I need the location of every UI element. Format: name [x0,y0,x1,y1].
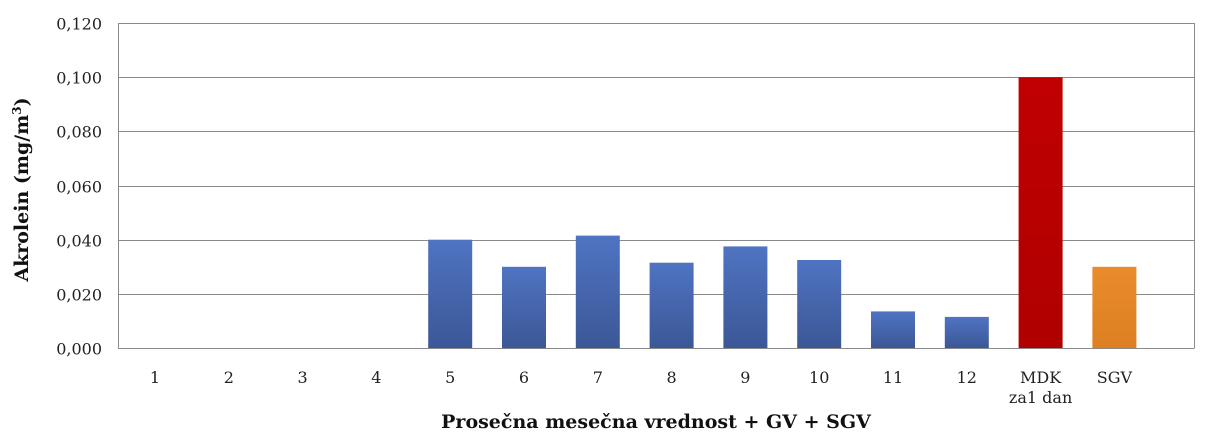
bars [428,77,1137,349]
x-tick-label-line: 3 [298,368,308,387]
x-tick-label-line: 10 [809,368,829,387]
y-tick-label: 0,120 [56,15,102,34]
x-tick-label: 8 [667,368,677,387]
y-axis-title-main: Akrolein (mg/m [11,115,33,283]
bar-10 [797,260,842,348]
y-tick-label: 0,080 [56,123,102,142]
x-tick-label: 10 [809,368,829,387]
bar-sgv [1092,266,1137,349]
x-tick-label-line: SGV [1097,368,1133,387]
x-tick-label: 11 [883,368,903,387]
x-tick-label-line: 1 [150,368,160,387]
x-tick-label-line: 12 [957,368,977,387]
x-tick-label-line: MDK [1020,368,1062,387]
y-tick-labels: 0,000 0,020 0,040 0,060 0,080 0,100 0,120 [56,15,102,359]
gridlines [118,23,1195,349]
y-tick-label: 0,100 [56,69,102,88]
bar-5 [428,239,473,348]
y-tick-label: 0,060 [56,178,102,197]
y-tick-label: 0,040 [56,232,102,251]
bar-9 [723,246,768,348]
x-axis-title: Prosečna mesečna vrednost + GV + SGV [441,411,872,433]
y-axis-title-superscript: 3 [10,106,24,114]
x-tick-label: 1 [150,368,160,387]
x-tick-label: 12 [957,368,977,387]
y-axis-title-close: ) [11,97,33,106]
bar-11 [871,311,915,348]
bar-12 [944,316,989,348]
bar-8 [649,262,694,348]
bar-7 [575,235,620,348]
y-tick-label: 0,020 [56,286,102,305]
x-tick-label-line: 11 [883,368,903,387]
x-tick-label-line: 7 [593,368,603,387]
x-tick-label: SGV [1097,368,1133,387]
x-tick-label-line: 9 [740,368,750,387]
x-tick-label: 6 [519,368,529,387]
x-tick-label: 2 [224,368,234,387]
x-tick-label: 4 [371,368,381,387]
y-axis-title: Akrolein (mg/m3) [10,97,33,282]
x-tick-label-line: 5 [445,368,455,387]
x-tick-label-line: 2 [224,368,234,387]
y-tick-label: 0,000 [56,340,102,359]
bar-6 [502,266,546,349]
x-tick-label-line: za1 dan [1009,388,1072,407]
x-tick-label-line: 4 [371,368,381,387]
x-tick-label: 9 [740,368,750,387]
x-tick-label: MDK za1 dan [1009,368,1072,407]
x-tick-label: 3 [298,368,308,387]
bar-mdk-za1-dan [1018,77,1063,348]
x-tick-label-line: 8 [667,368,677,387]
x-tick-label-line: 6 [519,368,529,387]
x-tick-label: 5 [445,368,455,387]
x-tick-label: 7 [593,368,603,387]
